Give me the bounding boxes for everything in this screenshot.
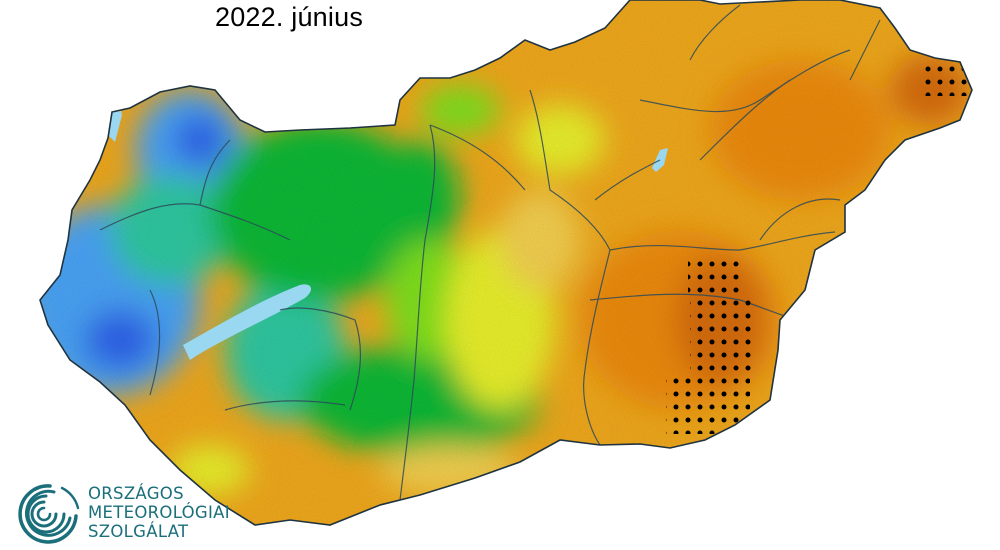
map-title: 2022. június [215, 2, 364, 32]
organization-name-line-3: SZOLGÁLAT [88, 522, 189, 541]
stipple-area-northeast [924, 60, 972, 96]
omsz-logo: ORSZÁGOS METEOROLÓGIAI SZOLGÁLAT [8, 478, 328, 550]
county-boundaries [99, 4, 881, 501]
stipple-markers [666, 60, 972, 434]
organization-name-line-1: ORSZÁGOS [88, 484, 184, 503]
omsz-spiral-logo-icon [18, 484, 80, 544]
lake-balaton [183, 284, 312, 360]
stipple-area-southeast-3 [666, 378, 750, 434]
organization-name: ORSZÁGOS METEOROLÓGIAI SZOLGÁLAT [88, 484, 230, 541]
stipple-area-southeast-2 [690, 298, 754, 378]
stipple-area-southeast-1 [688, 258, 740, 298]
organization-name-line-2: METEOROLÓGIAI [88, 503, 230, 522]
